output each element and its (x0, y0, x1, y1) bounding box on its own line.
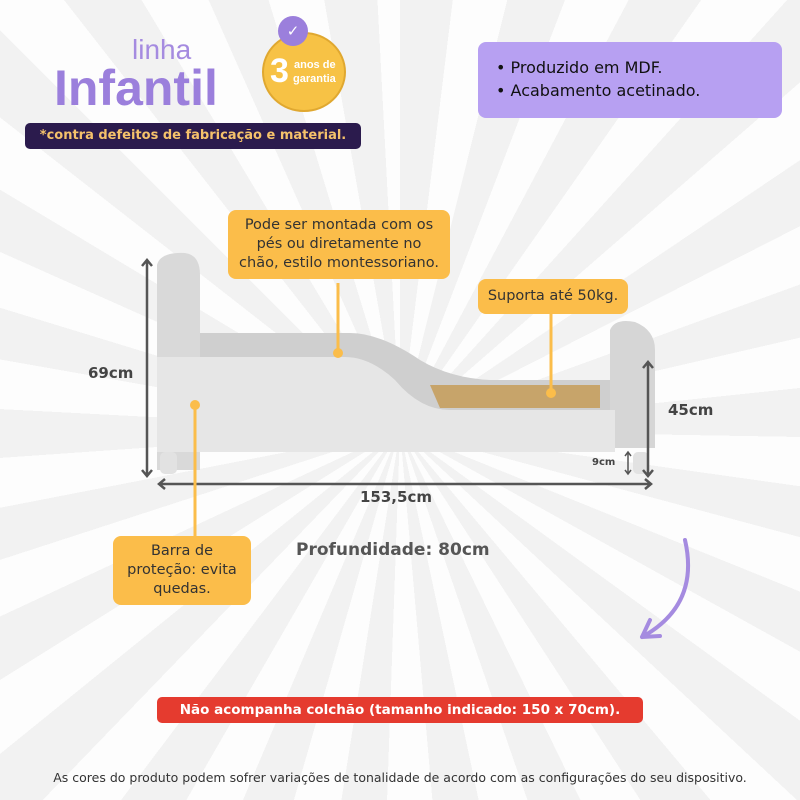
dim-side-height: 45cm (668, 401, 714, 419)
curved-arrow-icon (640, 538, 690, 639)
brand-infantil: Infantil (54, 60, 218, 116)
brand-linha: linha (132, 34, 192, 65)
callout-support: Suporta até 50kg. (478, 279, 628, 314)
disclaimer: As cores do produto podem sofrer variaçõ… (53, 770, 747, 785)
bed-leg (633, 452, 649, 474)
dim-depth: Profundidade: 80cm (296, 540, 490, 560)
dimension-arrows (141, 258, 654, 490)
features-box: • Produzido em MDF. • Acabamento acetina… (478, 42, 782, 118)
badge-line2: garantia (293, 73, 336, 85)
callout-guard: Barra de proteção: evita quedas. (113, 536, 251, 605)
dim-height: 69cm (88, 364, 134, 382)
bed-leg (160, 452, 177, 474)
badge-line1: anos de (294, 59, 336, 71)
dim-length: 153,5cm (360, 488, 432, 506)
badge-number: 3 (270, 52, 289, 90)
warranty-note: *contra defeitos de fabricação e materia… (25, 123, 361, 149)
shield-check-icon: ✓ (278, 16, 308, 46)
mattress-notice: Não acompanha colchão (tamanho indicado:… (157, 697, 643, 723)
warranty-badge: 3 anos de garantia (262, 32, 346, 112)
callout-leaders (193, 283, 553, 536)
dim-leg: 9cm (592, 457, 616, 468)
feature-item: • Produzido em MDF. (496, 58, 663, 77)
bed-slats (430, 385, 600, 408)
bed-side-front (157, 357, 615, 452)
bed-footboard (610, 321, 655, 448)
feature-item: • Acabamento acetinado. (496, 81, 701, 100)
callout-assembly: Pode ser montada com os pés ou diretamen… (228, 210, 450, 279)
